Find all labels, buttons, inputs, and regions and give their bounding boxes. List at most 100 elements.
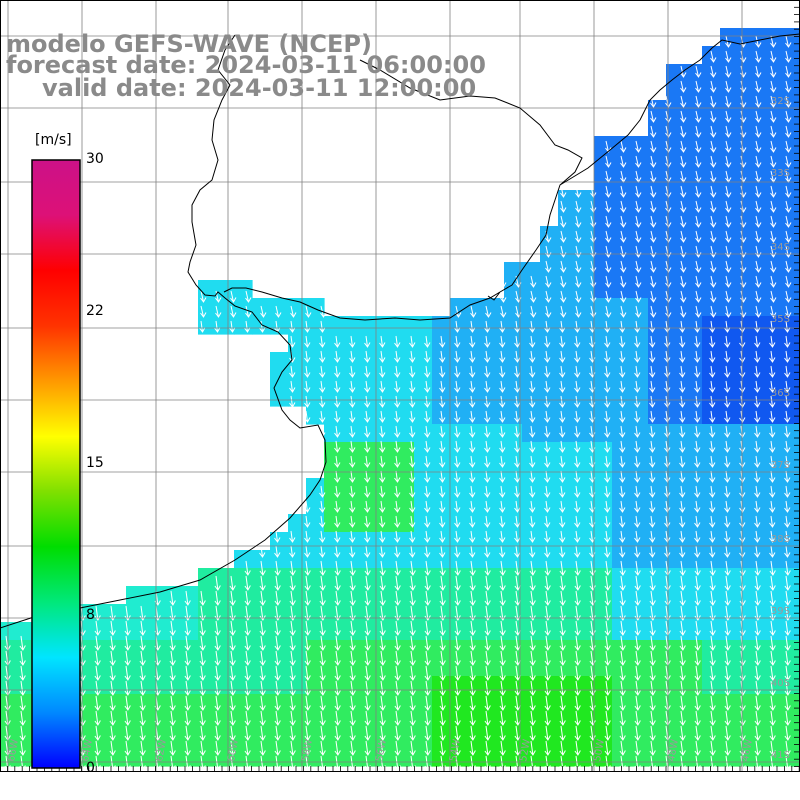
wind-arrow (709, 410, 716, 423)
wind-arrow (709, 755, 716, 771)
wind-arrow (650, 290, 657, 303)
wind-arrow (589, 740, 596, 756)
wind-arrow (319, 485, 326, 498)
wind-arrow (724, 470, 731, 483)
wind-arrow (214, 680, 221, 696)
wind-arrow (695, 110, 702, 123)
wind-arrow (785, 35, 792, 48)
wind-arrow (649, 680, 656, 696)
wind-arrow (679, 425, 686, 438)
wind-arrow (619, 395, 626, 408)
wind-arrow (709, 380, 716, 393)
wind-arrow (605, 215, 612, 228)
wind-arrow (784, 725, 791, 741)
wind-arrow (200, 290, 207, 303)
wind-arrow (184, 620, 191, 636)
wind-arrow (184, 650, 191, 666)
wind-arrow (454, 695, 461, 711)
wind-arrow (169, 680, 176, 696)
wind-arrow (530, 305, 537, 318)
wind-arrow (559, 695, 566, 711)
wind-arrow (650, 260, 657, 273)
wind-arrow (514, 560, 521, 576)
wind-arrow (214, 650, 221, 666)
wind-arrow (619, 575, 626, 591)
wind-arrow (454, 440, 461, 453)
wind-arrow (620, 275, 627, 288)
wind-arrow (334, 650, 341, 666)
wind-arrow (559, 380, 566, 393)
wind-arrow (574, 350, 581, 363)
wind-arrow (289, 575, 296, 591)
wind-arrow (620, 305, 627, 318)
wind-arrow (544, 440, 551, 453)
wind-arrow (484, 545, 491, 558)
wind-arrow (484, 530, 491, 543)
wind-arrow (694, 455, 701, 468)
wind-arrow (559, 485, 566, 498)
wind-arrow (785, 95, 792, 108)
wind-arrow (589, 620, 596, 636)
wind-arrow (529, 635, 536, 651)
wind-arrow (754, 665, 761, 681)
wind-arrow (710, 200, 717, 213)
wind-arrow (379, 590, 386, 606)
wind-arrow (454, 620, 461, 636)
wind-arrow (529, 710, 536, 726)
wind-arrow (304, 350, 311, 363)
wind-arrow (319, 665, 326, 681)
wind-arrow (784, 755, 791, 771)
wind-arrow (695, 215, 702, 228)
wind-arrow (634, 335, 641, 348)
wind-arrow (454, 635, 461, 651)
wind-arrow (649, 320, 656, 333)
wind-arrow (319, 680, 326, 696)
wind-arrow (124, 710, 131, 726)
wind-arrow (214, 710, 221, 726)
wind-arrow (590, 200, 597, 213)
wind-arrow (454, 320, 461, 333)
wind-arrow (604, 530, 611, 543)
wind-arrow (604, 545, 611, 558)
wind-arrow (364, 635, 371, 651)
wind-arrow (755, 215, 762, 228)
wind-arrow (439, 650, 446, 666)
wind-arrow (409, 635, 416, 651)
wind-arrow (439, 755, 446, 771)
wind-arrow (770, 275, 777, 288)
wind-arrow (289, 560, 296, 576)
wind-arrow (589, 575, 596, 591)
wind-arrow (634, 410, 641, 423)
wind-arrow (754, 560, 761, 576)
wind-arrow (560, 290, 567, 303)
wind-arrow (559, 650, 566, 666)
wind-arrow (394, 635, 401, 651)
wind-arrow (199, 695, 206, 711)
wind-arrow (664, 440, 671, 453)
wind-arrow (574, 335, 581, 348)
wind-arrow (784, 680, 791, 696)
wind-arrow (469, 740, 476, 756)
wind-arrow (334, 740, 341, 756)
wind-arrow (304, 575, 311, 591)
wind-arrow (634, 380, 641, 393)
wind-arrow (604, 515, 611, 528)
wind-arrow (545, 260, 552, 273)
wind-arrow (590, 305, 597, 318)
wind-arrow (454, 575, 461, 591)
wind-arrow (289, 365, 296, 378)
wind-arrow (319, 500, 326, 513)
wind-arrow (379, 440, 386, 453)
wind-arrow (634, 320, 641, 333)
wind-arrow (649, 470, 656, 483)
wind-arrow (724, 590, 731, 606)
wind-arrow (244, 590, 251, 606)
wind-arrow (559, 515, 566, 528)
colorbar-gradient (31, 159, 81, 769)
wind-arrow (725, 80, 732, 93)
wind-arrow (319, 620, 326, 636)
wind-arrow (635, 215, 642, 228)
wind-arrow (349, 350, 356, 363)
wind-arrow (469, 470, 476, 483)
wind-arrow (394, 395, 401, 408)
